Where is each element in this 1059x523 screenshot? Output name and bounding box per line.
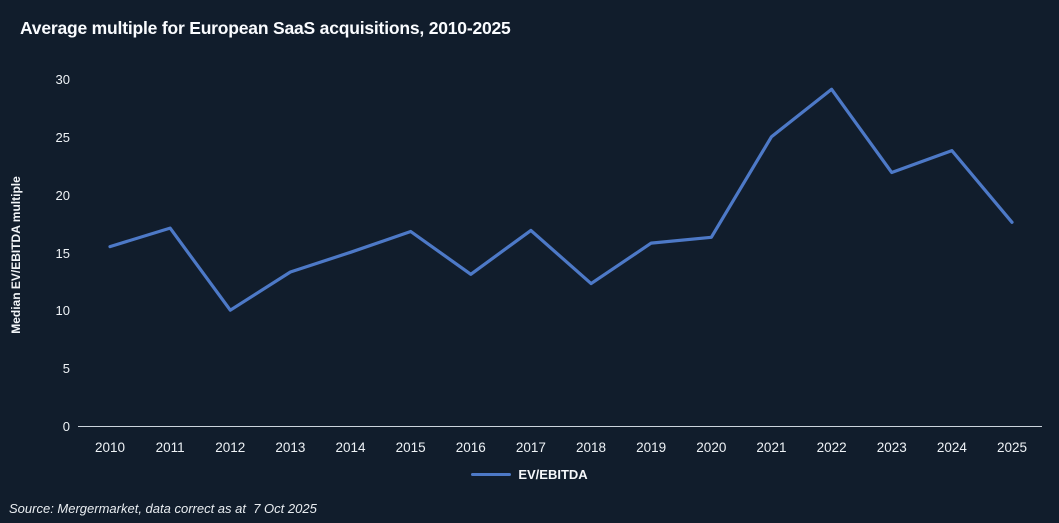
x-tick-label: 2024 [936,440,967,455]
x-tick-label: 2013 [275,440,306,455]
ev-ebitda-line [108,87,1014,312]
x-tick-label: 2012 [215,440,246,455]
x-tick-label: 2019 [636,440,667,455]
x-tick-label: 2017 [515,440,546,455]
source-note: Source: Mergermarket, data correct as at… [9,501,317,516]
y-tick-label: 5 [62,361,70,377]
y-tick-label: 0 [62,419,70,434]
x-tick-label: 2025 [996,440,1027,455]
y-tick-label: 25 [55,129,70,145]
x-tick-label: 2020 [696,440,727,455]
x-tick-label: 2023 [876,440,907,455]
x-tick-label: 2010 [94,440,126,455]
y-tick-label: 30 [55,72,70,87]
y-tick-label: 10 [55,303,70,319]
legend-line-swatch [471,472,512,476]
y-tick-label: 20 [55,187,70,203]
x-tick-label: 2014 [335,440,366,455]
x-tick-label: 2022 [816,440,847,455]
x-tick-label: 2016 [455,440,486,455]
legend: EV/EBITDA [0,466,1059,482]
chart-title: Average multiple for European SaaS acqui… [20,18,511,38]
legend-label: EV/EBITDA [518,466,588,482]
x-tick-label: 2021 [756,440,787,455]
y-tick-label: 15 [55,245,70,261]
x-tick-label: 2011 [155,440,185,455]
x-tick-label: 2015 [395,440,426,455]
x-tick-label: 2018 [576,440,607,455]
